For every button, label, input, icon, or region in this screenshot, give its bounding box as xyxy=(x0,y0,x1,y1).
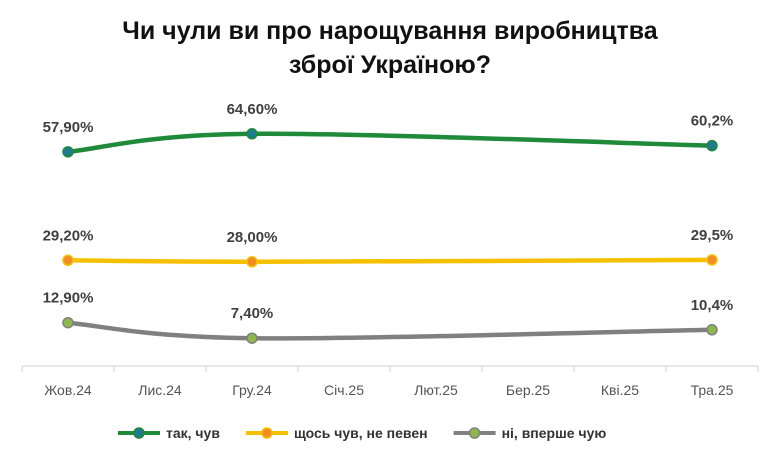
legend-swatch-marker xyxy=(261,427,273,439)
x-tick-label: Кві.25 xyxy=(601,382,639,398)
chart-title-line-1: Чи чули ви про нарощування виробництва xyxy=(122,17,658,45)
chart-title: Чи чули ви про нарощування виробництва з… xyxy=(0,14,780,82)
data-label: 10,4% xyxy=(691,297,734,314)
data-label: 57,90% xyxy=(43,119,94,136)
x-tick-label: Гру.24 xyxy=(232,382,272,398)
data-label: 60,2% xyxy=(691,113,734,130)
legend-swatch-marker xyxy=(133,427,145,439)
data-point-marker xyxy=(62,254,74,266)
data-point-marker xyxy=(706,324,718,336)
series-line xyxy=(65,320,715,341)
data-point-marker xyxy=(62,146,74,158)
data-label: 29,20% xyxy=(43,227,94,244)
legend-label: щось чув, не певен xyxy=(294,425,428,441)
data-label: 12,90% xyxy=(43,290,94,307)
x-tick-label: Бер.25 xyxy=(506,382,550,398)
legend-swatch-marker xyxy=(468,427,481,439)
data-label: 29,5% xyxy=(691,227,734,244)
data-label: 64,60% xyxy=(227,101,278,118)
series-line xyxy=(65,131,715,155)
data-label: 28,00% xyxy=(227,229,278,246)
data-label: 7,40% xyxy=(231,305,274,322)
data-point-marker xyxy=(246,332,258,344)
x-tick-label: Жов.24 xyxy=(44,382,92,398)
legend-label: так, чув xyxy=(166,425,220,441)
x-tick-label: Лис.24 xyxy=(138,382,182,398)
data-point-marker xyxy=(706,254,718,266)
x-tick-label: Січ.25 xyxy=(324,382,364,398)
data-point-marker xyxy=(246,256,258,268)
x-tick-label: Лют.25 xyxy=(414,382,458,398)
chart-title-line-2: зброї Україною? xyxy=(288,51,492,79)
data-point-marker xyxy=(706,139,718,152)
legend-label: ні, вперше чую xyxy=(502,425,607,441)
data-point-marker xyxy=(246,128,258,140)
series-line xyxy=(65,257,715,265)
x-tick-label: Тра.25 xyxy=(691,382,734,398)
data-point-marker xyxy=(62,316,74,329)
